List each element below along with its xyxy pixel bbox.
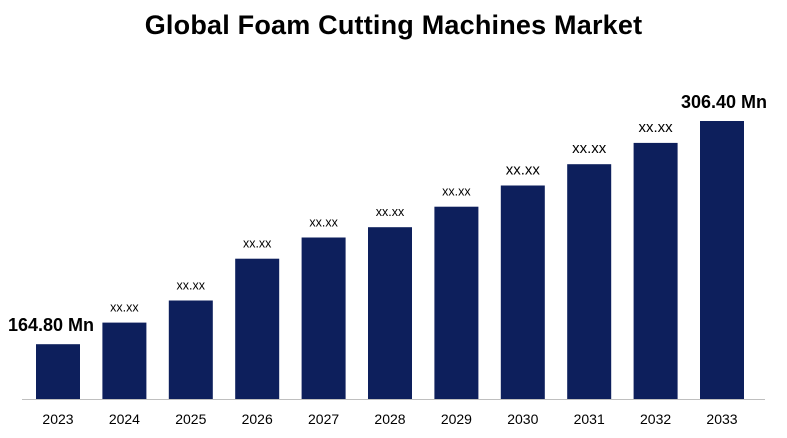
x-tick-label-2027: 2027 xyxy=(308,411,339,427)
bar-2032 xyxy=(633,142,678,399)
data-label-2033: 306.40 Mn xyxy=(681,92,767,112)
data-label-2024: xx.xx xyxy=(110,301,139,315)
bar-2024 xyxy=(102,322,147,399)
x-tick-label-2023: 2023 xyxy=(42,411,73,427)
bar-2030 xyxy=(500,185,545,399)
x-tick-label-2033: 2033 xyxy=(706,411,737,427)
bar-2033 xyxy=(700,121,744,399)
x-tick-label-2028: 2028 xyxy=(374,411,405,427)
x-tick-label-2026: 2026 xyxy=(242,411,273,427)
data-label-2031: xx.xx xyxy=(572,140,607,157)
data-label-2032: xx.xx xyxy=(639,119,674,136)
bar-2028 xyxy=(368,227,412,399)
data-label-2030: xx.xx xyxy=(506,162,541,179)
x-tick-label-2029: 2029 xyxy=(441,411,472,427)
data-label-2027: xx.xx xyxy=(309,216,338,230)
chart-title: Global Foam Cutting Machines Market xyxy=(144,10,643,40)
x-tick-label-2025: 2025 xyxy=(175,411,206,427)
data-label-2026: xx.xx xyxy=(243,237,272,251)
x-tick-label-2032: 2032 xyxy=(640,411,671,427)
data-label-2029: xx.xx xyxy=(442,185,471,199)
bar-2026 xyxy=(235,258,280,399)
data-label-2023: 164.80 Mn xyxy=(8,315,94,335)
data-label-2025: xx.xx xyxy=(177,279,206,293)
x-tick-label-2031: 2031 xyxy=(574,411,605,427)
bar-2031 xyxy=(567,164,612,399)
data-label-2028: xx.xx xyxy=(376,205,405,219)
x-tick-label-2024: 2024 xyxy=(109,411,140,427)
x-tick-label-2030: 2030 xyxy=(507,411,538,427)
bar-2025 xyxy=(168,300,213,399)
bar-2029 xyxy=(434,206,479,399)
bar-2023 xyxy=(36,344,80,399)
bar-2027 xyxy=(301,237,346,399)
